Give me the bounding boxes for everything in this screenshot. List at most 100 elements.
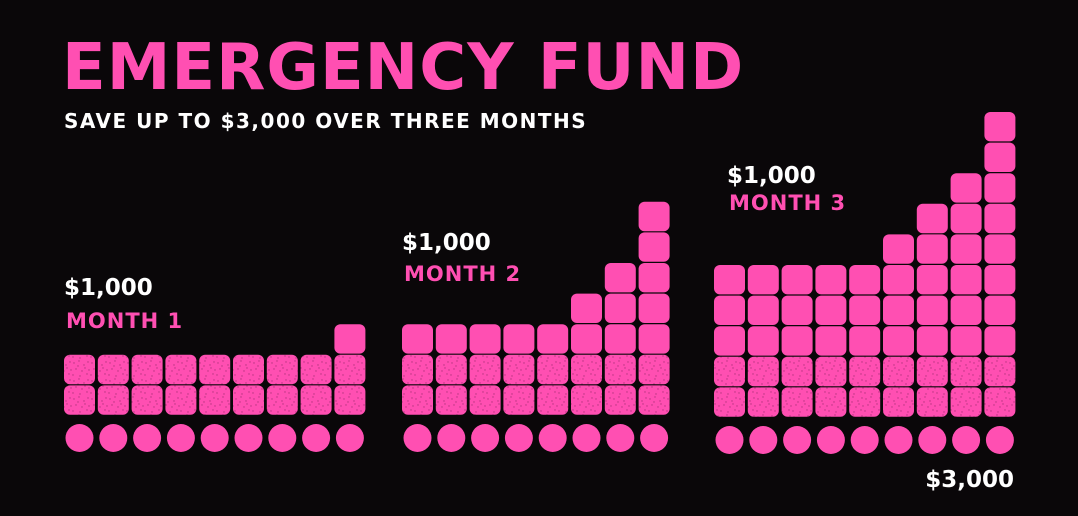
savings-block <box>849 326 881 356</box>
savings-block <box>849 295 881 325</box>
coin-marker <box>572 424 601 452</box>
savings-block <box>604 385 636 415</box>
savings-block <box>97 385 129 415</box>
savings-block <box>714 326 745 356</box>
coin-marker <box>437 424 466 452</box>
savings-block <box>199 385 231 415</box>
savings-block <box>402 385 433 415</box>
savings-block <box>503 354 535 385</box>
savings-block <box>334 324 366 354</box>
savings-block <box>950 173 982 203</box>
savings-block <box>747 356 779 387</box>
savings-block <box>638 263 670 293</box>
coin-marker <box>783 426 812 454</box>
month-amount-label: $1,000 <box>727 163 816 189</box>
savings-block <box>266 354 298 385</box>
savings-block <box>64 354 95 385</box>
savings-block <box>984 173 1016 203</box>
savings-block <box>435 324 467 354</box>
savings-block <box>984 387 1016 417</box>
savings-block <box>950 203 982 234</box>
savings-block <box>984 142 1016 172</box>
savings-block <box>950 295 982 325</box>
savings-block <box>984 326 1016 356</box>
savings-block <box>571 354 602 385</box>
savings-block <box>503 324 535 354</box>
savings-block <box>781 356 813 387</box>
coin-marker <box>918 426 947 454</box>
savings-block <box>165 354 197 385</box>
month-amount-label: $1,000 <box>402 230 491 256</box>
savings-block <box>916 387 948 417</box>
savings-block <box>883 234 914 264</box>
savings-block <box>714 295 745 325</box>
coin-marker <box>99 424 128 452</box>
savings-block <box>469 385 501 415</box>
savings-block <box>233 385 264 415</box>
savings-block <box>131 354 163 385</box>
savings-block <box>984 295 1016 325</box>
savings-block <box>300 385 332 415</box>
savings-block <box>815 356 847 387</box>
savings-block <box>747 295 779 325</box>
savings-block <box>402 354 433 385</box>
savings-block <box>233 354 264 385</box>
coin-marker <box>538 424 567 452</box>
coin-marker <box>504 424 533 452</box>
savings-block <box>334 385 366 415</box>
coin-marker <box>268 424 297 452</box>
savings-block <box>537 385 569 415</box>
chart-subtitle: SAVE UP TO $3,000 OVER THREE MONTHS <box>64 109 588 133</box>
coin-marker <box>302 424 331 452</box>
savings-block <box>747 387 779 417</box>
savings-block <box>435 385 467 415</box>
savings-block <box>883 387 914 417</box>
coin-marker <box>335 424 364 452</box>
coin-marker <box>403 424 432 452</box>
savings-block <box>781 326 813 356</box>
savings-block <box>984 112 1016 142</box>
savings-block <box>781 295 813 325</box>
savings-block <box>950 387 982 417</box>
savings-block <box>402 324 433 354</box>
savings-block <box>604 354 636 385</box>
savings-block <box>165 385 197 415</box>
savings-block <box>571 293 602 323</box>
savings-block <box>714 265 745 295</box>
coin-marker <box>749 426 778 454</box>
savings-block <box>604 324 636 354</box>
savings-block <box>883 326 914 356</box>
savings-block <box>199 354 231 385</box>
savings-block <box>815 265 847 295</box>
savings-block <box>815 295 847 325</box>
savings-block <box>815 326 847 356</box>
coin-marker <box>234 424 263 452</box>
coin-marker <box>884 426 913 454</box>
savings-block <box>604 263 636 293</box>
coin-marker <box>715 426 744 454</box>
savings-block <box>883 356 914 387</box>
coin-marker <box>65 424 94 452</box>
savings-block <box>638 354 670 385</box>
savings-block <box>714 356 745 387</box>
savings-block <box>64 385 95 415</box>
savings-block <box>469 354 501 385</box>
coin-marker <box>200 424 229 452</box>
savings-block <box>916 234 948 264</box>
savings-block <box>714 387 745 417</box>
savings-block <box>815 387 847 417</box>
savings-block <box>604 293 636 323</box>
coin-marker <box>133 424 162 452</box>
savings-block <box>984 234 1016 264</box>
savings-block <box>334 354 366 385</box>
savings-block <box>571 324 602 354</box>
savings-block <box>747 326 779 356</box>
month-group: $1,000 MONTH 2 <box>402 201 670 452</box>
savings-block <box>435 354 467 385</box>
savings-block <box>537 324 569 354</box>
savings-block <box>469 324 501 354</box>
coin-marker <box>471 424 500 452</box>
